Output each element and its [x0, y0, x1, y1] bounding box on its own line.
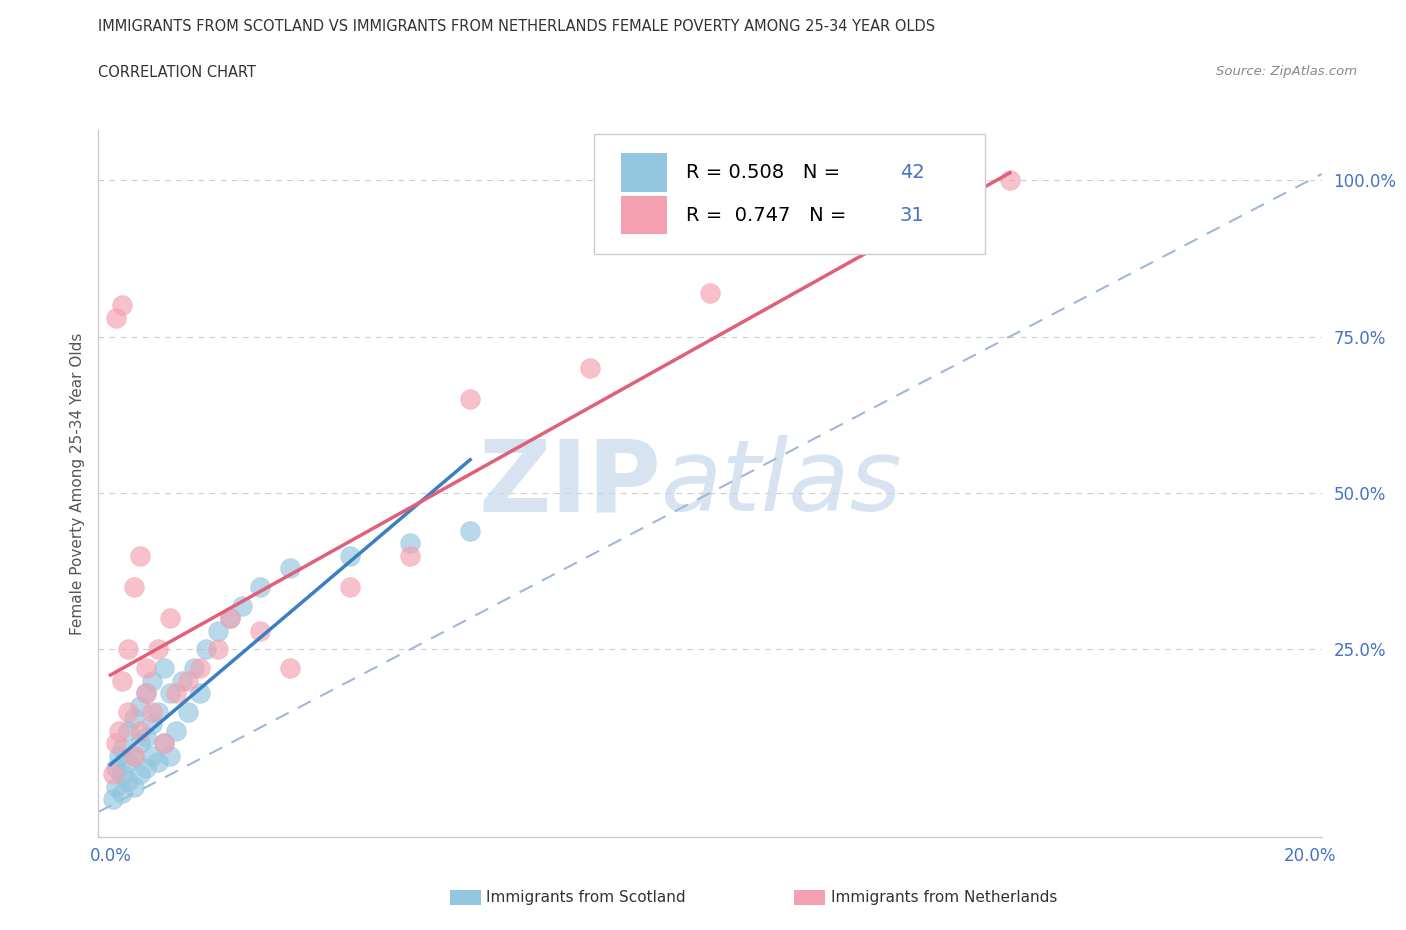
Text: R = 0.508   N =: R = 0.508 N = — [686, 163, 846, 182]
FancyBboxPatch shape — [620, 153, 668, 193]
Text: Source: ZipAtlas.com: Source: ZipAtlas.com — [1216, 65, 1357, 78]
Point — [339, 548, 361, 563]
Text: atlas: atlas — [661, 435, 903, 532]
Point — [124, 749, 146, 764]
Point — [998, 173, 1021, 188]
Point — [148, 642, 170, 657]
Point — [219, 611, 242, 626]
Point — [117, 754, 139, 769]
Point — [165, 724, 187, 738]
Point — [108, 749, 131, 764]
Point — [129, 548, 152, 563]
Point — [153, 736, 176, 751]
Point — [249, 623, 271, 638]
Point — [111, 742, 134, 757]
Point — [399, 536, 422, 551]
Point — [135, 729, 157, 744]
Point — [278, 561, 301, 576]
Point — [278, 660, 301, 675]
Point — [124, 579, 146, 594]
Point — [141, 704, 163, 719]
Text: CORRELATION CHART: CORRELATION CHART — [98, 65, 256, 80]
Point — [105, 779, 128, 794]
Point — [108, 724, 131, 738]
Point — [207, 623, 229, 638]
Point — [105, 736, 128, 751]
Text: R =  0.747   N =: R = 0.747 N = — [686, 206, 852, 224]
Text: 31: 31 — [900, 206, 924, 224]
Point — [219, 611, 242, 626]
Point — [159, 749, 181, 764]
Y-axis label: Female Poverty Among 25-34 Year Olds: Female Poverty Among 25-34 Year Olds — [69, 332, 84, 635]
Point — [129, 724, 152, 738]
Point — [188, 685, 211, 700]
Point — [207, 642, 229, 657]
Point — [177, 673, 200, 688]
Point — [117, 724, 139, 738]
FancyBboxPatch shape — [593, 134, 986, 254]
Point — [153, 660, 176, 675]
Point — [135, 685, 157, 700]
Point — [124, 779, 146, 794]
Text: Immigrants from Netherlands: Immigrants from Netherlands — [831, 890, 1057, 905]
Point — [117, 773, 139, 788]
Point — [141, 749, 163, 764]
Point — [399, 548, 422, 563]
Point — [195, 642, 218, 657]
FancyBboxPatch shape — [620, 195, 668, 234]
Point — [458, 523, 481, 538]
Point — [339, 579, 361, 594]
Point — [159, 611, 181, 626]
Point — [699, 286, 721, 300]
Point — [129, 698, 152, 713]
Point — [111, 298, 134, 312]
Point — [177, 704, 200, 719]
Point — [111, 786, 134, 801]
Point — [141, 673, 163, 688]
Point — [135, 761, 157, 776]
Point — [105, 311, 128, 325]
Point — [129, 736, 152, 751]
Point — [103, 792, 125, 807]
Point — [124, 711, 146, 725]
Point — [124, 749, 146, 764]
Point — [579, 361, 602, 376]
Point — [111, 767, 134, 782]
Point — [159, 685, 181, 700]
Point — [172, 673, 194, 688]
Point — [165, 685, 187, 700]
Point — [117, 704, 139, 719]
Point — [231, 598, 253, 613]
Point — [249, 579, 271, 594]
Point — [153, 736, 176, 751]
Text: IMMIGRANTS FROM SCOTLAND VS IMMIGRANTS FROM NETHERLANDS FEMALE POVERTY AMONG 25-: IMMIGRANTS FROM SCOTLAND VS IMMIGRANTS F… — [98, 19, 935, 33]
Point — [458, 392, 481, 406]
Point — [148, 704, 170, 719]
Point — [141, 717, 163, 732]
Point — [103, 767, 125, 782]
Point — [135, 660, 157, 675]
Point — [105, 761, 128, 776]
Point — [148, 754, 170, 769]
Text: Immigrants from Scotland: Immigrants from Scotland — [486, 890, 686, 905]
Point — [135, 685, 157, 700]
Text: ZIP: ZIP — [478, 435, 661, 532]
Point — [183, 660, 205, 675]
Text: 42: 42 — [900, 163, 924, 182]
Point — [117, 642, 139, 657]
Point — [188, 660, 211, 675]
Point — [111, 673, 134, 688]
Point — [129, 767, 152, 782]
